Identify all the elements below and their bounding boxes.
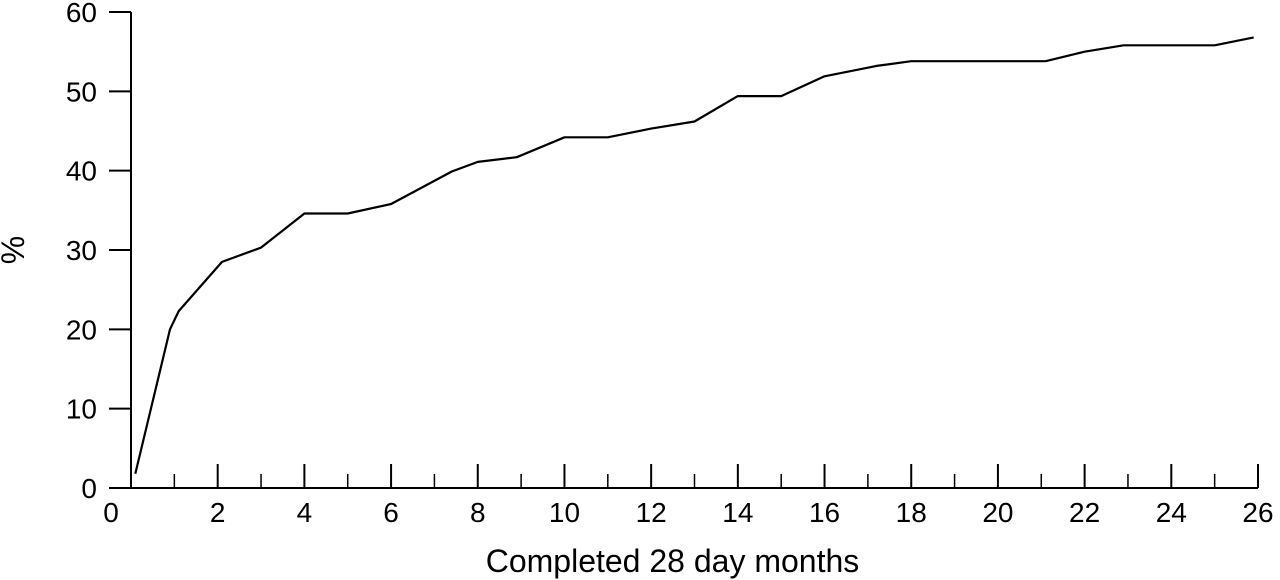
x-ticks: 0 2 4 6 8 10 12 14 16 18 20 22 24 26 <box>103 464 1274 528</box>
axes <box>130 12 1258 489</box>
y-tick-label: 40 <box>66 156 97 187</box>
x-tick-label: 0 <box>103 497 119 528</box>
plot-area <box>134 36 1254 474</box>
x-tick-label: 26 <box>1242 497 1273 528</box>
y-tick-label: 30 <box>66 235 97 266</box>
x-tick-label: 20 <box>982 497 1013 528</box>
y-tick-label: 10 <box>66 394 97 425</box>
x-tick-label: 2 <box>210 497 226 528</box>
y-tick-label: 50 <box>66 76 97 107</box>
x-axis-title: Completed 28 day months <box>486 543 860 579</box>
series-line <box>134 36 1254 474</box>
x-tick-label: 4 <box>297 497 313 528</box>
x-tick-label: 8 <box>470 497 486 528</box>
x-tick-label: 12 <box>636 497 667 528</box>
x-tick-label: 16 <box>809 497 840 528</box>
x-tick-label: 22 <box>1069 497 1100 528</box>
y-tick-label: 0 <box>81 473 97 504</box>
y-tick-label: 20 <box>66 314 97 345</box>
x-tick-label: 18 <box>896 497 927 528</box>
x-tick-label: 24 <box>1156 497 1187 528</box>
x-tick-label: 6 <box>383 497 399 528</box>
y-tick-label: 60 <box>66 0 97 28</box>
x-tick-label: 10 <box>549 497 580 528</box>
y-axis-title: % <box>0 236 31 264</box>
y-ticks: 0 10 20 30 40 50 60 <box>66 0 131 504</box>
x-tick-label: 14 <box>722 497 753 528</box>
